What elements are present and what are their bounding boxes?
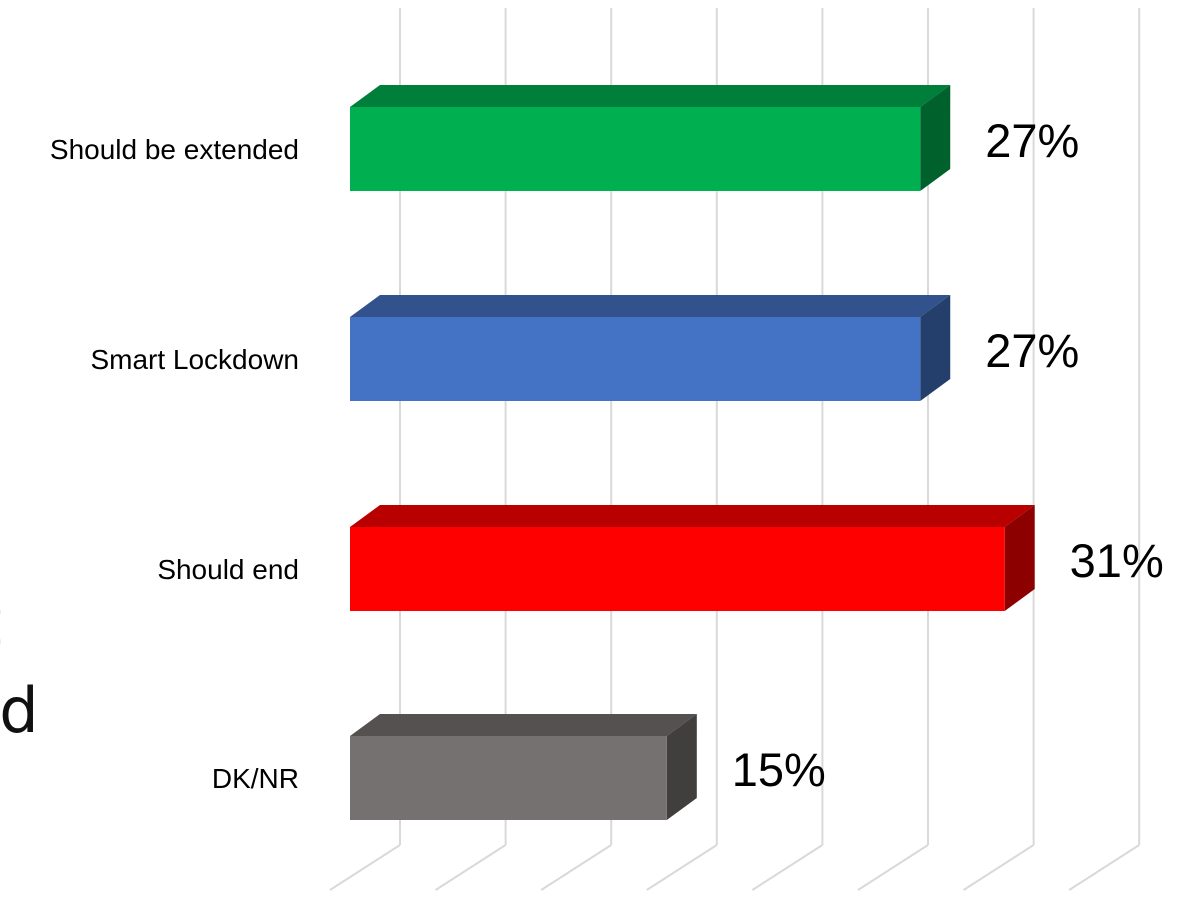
bar-side (920, 85, 951, 191)
gridline-floor (1068, 844, 1140, 891)
bar-front (350, 736, 667, 820)
category-label: Should be extended (50, 134, 299, 165)
value-label: 27% (985, 114, 1079, 167)
gridline-floor (329, 844, 401, 891)
value-label: 15% (732, 743, 826, 796)
gridline-floor (646, 844, 718, 891)
bar-side (920, 295, 951, 401)
gridline-floor (963, 844, 1035, 891)
bar (350, 85, 951, 191)
gridline-floor (540, 844, 612, 891)
bar-top (350, 714, 697, 736)
background-text-fragment: it (0, 592, 2, 654)
background-text-fragment: nd (0, 674, 39, 747)
category-label: Should end (157, 554, 299, 585)
category-label: DK/NR (212, 763, 299, 794)
bar (350, 714, 697, 820)
bar-top (350, 505, 1035, 527)
bar (350, 505, 1035, 611)
bar (350, 295, 951, 401)
bar-front (350, 527, 1005, 611)
gridline-floor (435, 844, 507, 891)
bar-top (350, 295, 951, 317)
labels: Should be extended 27% Smart Lockdown 27% Sh… (50, 114, 1164, 796)
category-label: Smart Lockdown (90, 344, 299, 375)
bar-top (350, 85, 951, 107)
value-label: 31% (1070, 534, 1164, 587)
bar-front (350, 317, 921, 401)
gridline-floor (751, 844, 823, 891)
bars (350, 85, 1035, 820)
value-label: 27% (985, 324, 1079, 377)
bar-side (1004, 505, 1035, 611)
bar-side (666, 714, 697, 820)
bar-front (350, 107, 921, 191)
gridline-floor (857, 844, 929, 891)
